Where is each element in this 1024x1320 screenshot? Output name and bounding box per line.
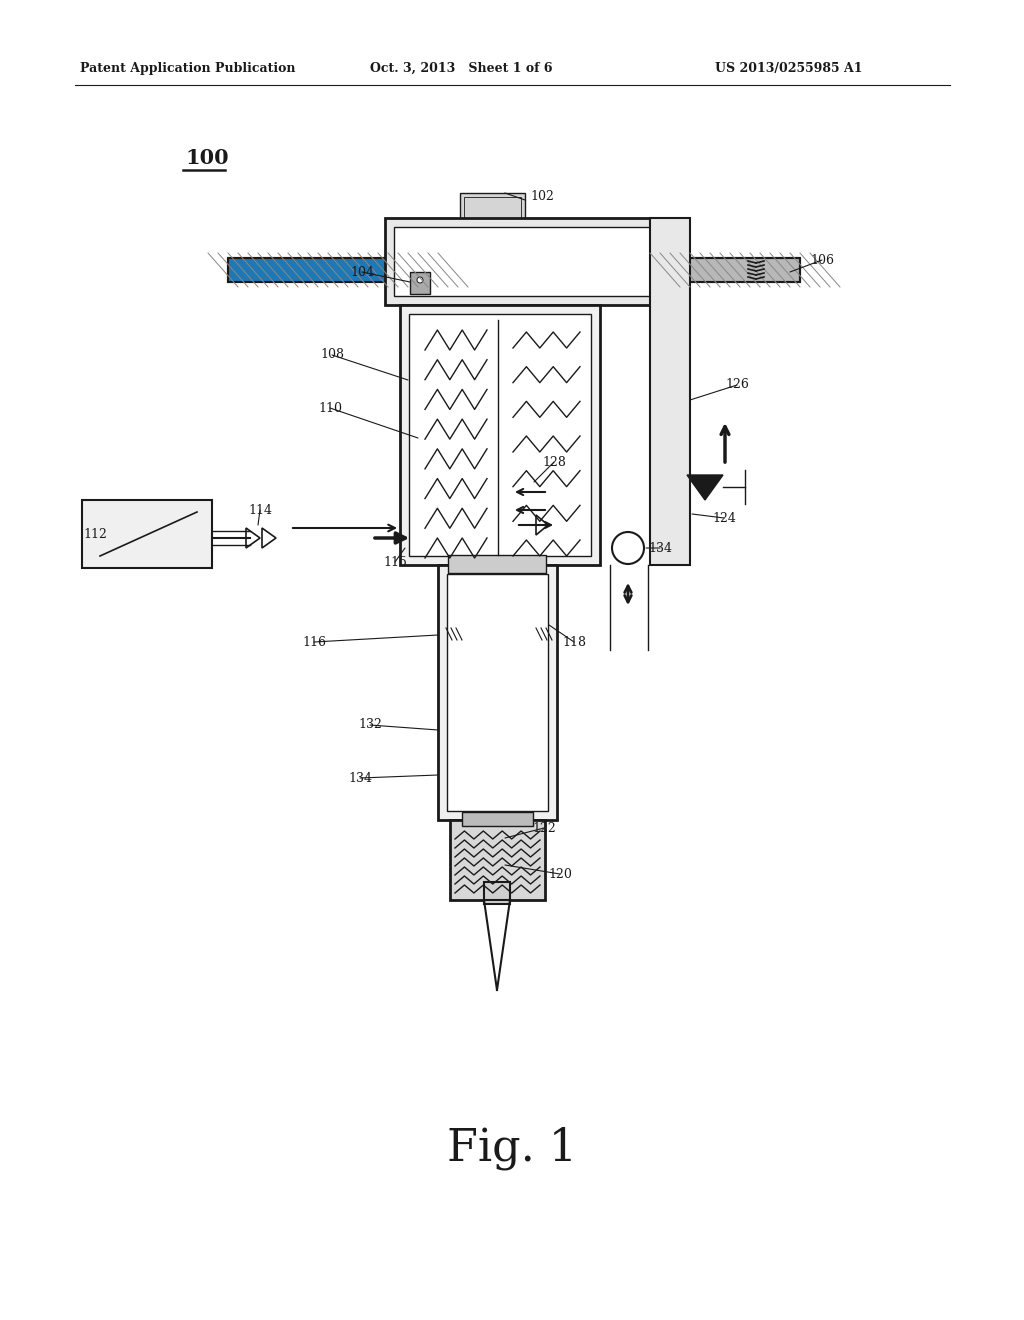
Text: 126: 126 [725,379,749,392]
Bar [438,565,557,820]
Bar [460,193,525,231]
Text: 118: 118 [562,635,586,648]
Bar [450,820,545,900]
Circle shape [612,532,644,564]
Text: 134: 134 [648,541,672,554]
Text: 122: 122 [532,821,556,834]
Polygon shape [262,528,276,548]
Bar [228,257,420,282]
Text: 100: 100 [185,148,228,168]
Text: 124: 124 [712,511,736,524]
Text: 102: 102 [530,190,554,202]
Bar [670,257,800,282]
Text: Patent Application Publication: Patent Application Publication [80,62,296,75]
Bar [670,257,800,282]
Text: 132: 132 [358,718,382,731]
Bar [228,257,420,282]
Text: Fig. 1: Fig. 1 [446,1126,578,1170]
Text: 134: 134 [348,771,372,784]
Bar [409,314,591,556]
Text: 120: 120 [548,867,571,880]
Bar [82,500,212,568]
Bar [385,218,670,305]
Bar [394,227,662,296]
Bar [400,305,600,565]
Polygon shape [246,528,260,548]
Bar [464,197,521,227]
Polygon shape [687,475,723,500]
Bar [484,882,510,904]
Text: 116: 116 [302,635,326,648]
Text: 112: 112 [83,528,106,541]
Circle shape [417,277,423,282]
Text: 108: 108 [319,348,344,362]
Bar [449,554,546,573]
Text: Oct. 3, 2013   Sheet 1 of 6: Oct. 3, 2013 Sheet 1 of 6 [370,62,553,75]
Text: 110: 110 [318,401,342,414]
Bar [228,257,420,282]
Bar [410,272,430,294]
Text: 115: 115 [383,556,407,569]
Text: 104: 104 [350,265,374,279]
Bar [447,574,548,810]
Text: 114: 114 [248,503,272,516]
Text: 106: 106 [810,253,834,267]
Text: US 2013/0255985 A1: US 2013/0255985 A1 [715,62,862,75]
Text: 128: 128 [542,455,566,469]
Bar [650,218,690,565]
Bar [462,812,534,826]
